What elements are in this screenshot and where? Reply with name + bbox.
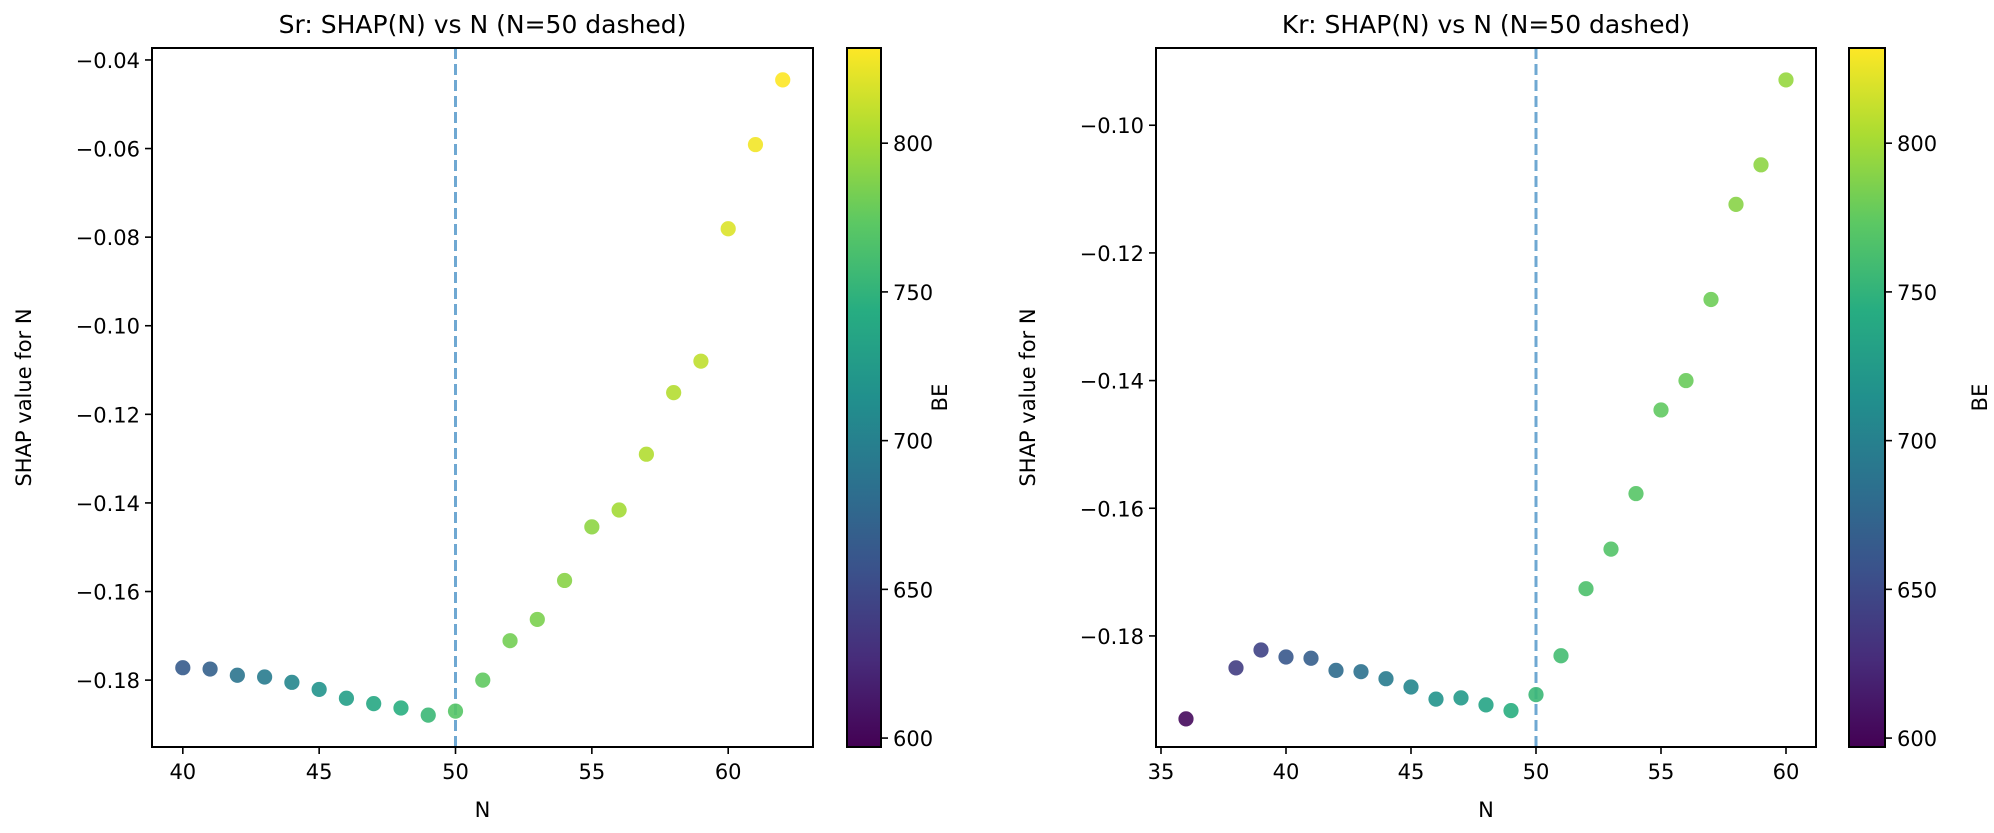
data-point xyxy=(1303,650,1319,666)
data-point xyxy=(666,385,682,401)
data-point xyxy=(1428,691,1444,707)
data-point xyxy=(1753,157,1769,173)
data-point xyxy=(1603,541,1619,557)
data-point xyxy=(720,221,736,237)
data-point xyxy=(1328,662,1344,678)
colorbar-tick-label: 800 xyxy=(1897,132,1937,156)
chart-title: Kr: SHAP(N) vs N (N=50 dashed) xyxy=(1282,10,1690,39)
y-tick-label: −0.18 xyxy=(76,669,140,693)
y-tick-label: −0.16 xyxy=(1080,497,1144,521)
data-point xyxy=(1653,402,1669,418)
x-axis-label: N xyxy=(1478,798,1494,822)
data-point xyxy=(584,519,600,535)
y-tick-label: −0.08 xyxy=(76,226,140,250)
y-tick-label: −0.18 xyxy=(1080,625,1144,649)
data-point xyxy=(747,136,764,153)
x-tick-label: 40 xyxy=(169,760,196,784)
data-point xyxy=(202,661,218,677)
x-axis-label: N xyxy=(475,798,491,822)
data-point xyxy=(175,660,191,676)
x-tick-label: 60 xyxy=(1773,760,1800,784)
colorbar-tick-label: 650 xyxy=(1897,578,1937,602)
x-tick-label: 55 xyxy=(1648,760,1675,784)
colorbar-label: BE xyxy=(1968,384,1992,412)
colorbar-tick-label: 700 xyxy=(1897,430,1937,454)
data-point xyxy=(420,707,436,723)
data-point xyxy=(284,674,300,690)
data-point xyxy=(693,353,709,369)
data-point xyxy=(611,502,627,518)
data-point xyxy=(338,690,355,706)
x-tick-label: 45 xyxy=(306,760,333,784)
colorbar xyxy=(846,47,882,748)
y-tick-label: −0.14 xyxy=(1080,370,1144,394)
data-point xyxy=(393,700,409,716)
data-point xyxy=(775,72,791,88)
data-point xyxy=(366,695,382,712)
data-point xyxy=(1178,711,1194,727)
data-point xyxy=(1228,660,1244,676)
data-point xyxy=(1278,649,1294,665)
y-axis-label: SHAP value for N xyxy=(12,308,36,486)
colorbar-tick-label: 600 xyxy=(1897,727,1937,751)
sr-scatter-panel: Sr: SHAP(N) vs N (N=50 dashed) 40 45 50 55 60… xyxy=(12,10,952,822)
y-tick-label: −0.12 xyxy=(1080,242,1144,266)
x-tick-label: 50 xyxy=(1523,760,1550,784)
y-tick-label: −0.14 xyxy=(76,492,140,516)
data-point xyxy=(1553,648,1569,664)
x-tick-label: 40 xyxy=(1273,760,1300,784)
axes-frame xyxy=(1155,47,1817,748)
data-point xyxy=(1478,697,1494,713)
data-point xyxy=(1353,664,1369,680)
colorbar-tick-label: 700 xyxy=(893,430,933,454)
kr-scatter-panel: Kr: SHAP(N) vs N (N=50 dashed) 35 40 45 50 55… xyxy=(1016,10,1992,822)
data-point xyxy=(1503,703,1519,719)
data-point xyxy=(1628,485,1644,502)
data-point xyxy=(475,672,491,688)
colorbar-tick-label: 750 xyxy=(893,281,933,305)
y-tick-label: −0.10 xyxy=(76,315,140,339)
colorbar-tick-label: 600 xyxy=(893,727,933,751)
y-tick-label: −0.12 xyxy=(76,403,140,427)
colorbar-tick-label: 650 xyxy=(893,578,933,602)
chart-title: Sr: SHAP(N) vs N (N=50 dashed) xyxy=(279,10,687,39)
x-tick-label: 50 xyxy=(442,760,469,784)
data-point xyxy=(1578,581,1594,597)
axes-frame xyxy=(151,47,814,748)
colorbar-label: BE xyxy=(928,384,952,412)
data-point xyxy=(638,446,654,462)
data-point xyxy=(1678,372,1694,389)
data-point xyxy=(1253,642,1269,658)
x-tick-label: 60 xyxy=(715,760,742,784)
y-tick-label: −0.06 xyxy=(76,138,140,162)
data-point xyxy=(311,681,327,698)
data-point xyxy=(556,572,573,589)
data-point xyxy=(229,667,245,683)
data-point xyxy=(1453,690,1469,706)
y-tick-label: −0.04 xyxy=(76,49,140,73)
data-point xyxy=(1778,72,1794,88)
data-point xyxy=(502,633,518,649)
y-tick-label: −0.10 xyxy=(1080,114,1144,138)
data-point xyxy=(257,669,273,685)
x-tick-label: 55 xyxy=(578,760,605,784)
colorbar-tick-label: 800 xyxy=(893,132,933,156)
data-point xyxy=(1703,291,1719,308)
data-point xyxy=(1728,196,1744,212)
data-point xyxy=(529,611,545,628)
colorbar xyxy=(1848,47,1886,748)
x-tick-label: 45 xyxy=(1398,760,1425,784)
y-tick-label: −0.16 xyxy=(76,581,140,605)
x-tick-label: 35 xyxy=(1148,760,1175,784)
y-axis-label: SHAP value for N xyxy=(1016,308,1040,486)
data-point xyxy=(447,703,464,719)
data-point xyxy=(1528,687,1544,703)
data-point xyxy=(1403,679,1419,695)
data-point xyxy=(1378,671,1394,687)
colorbar-tick-label: 750 xyxy=(1897,281,1937,305)
